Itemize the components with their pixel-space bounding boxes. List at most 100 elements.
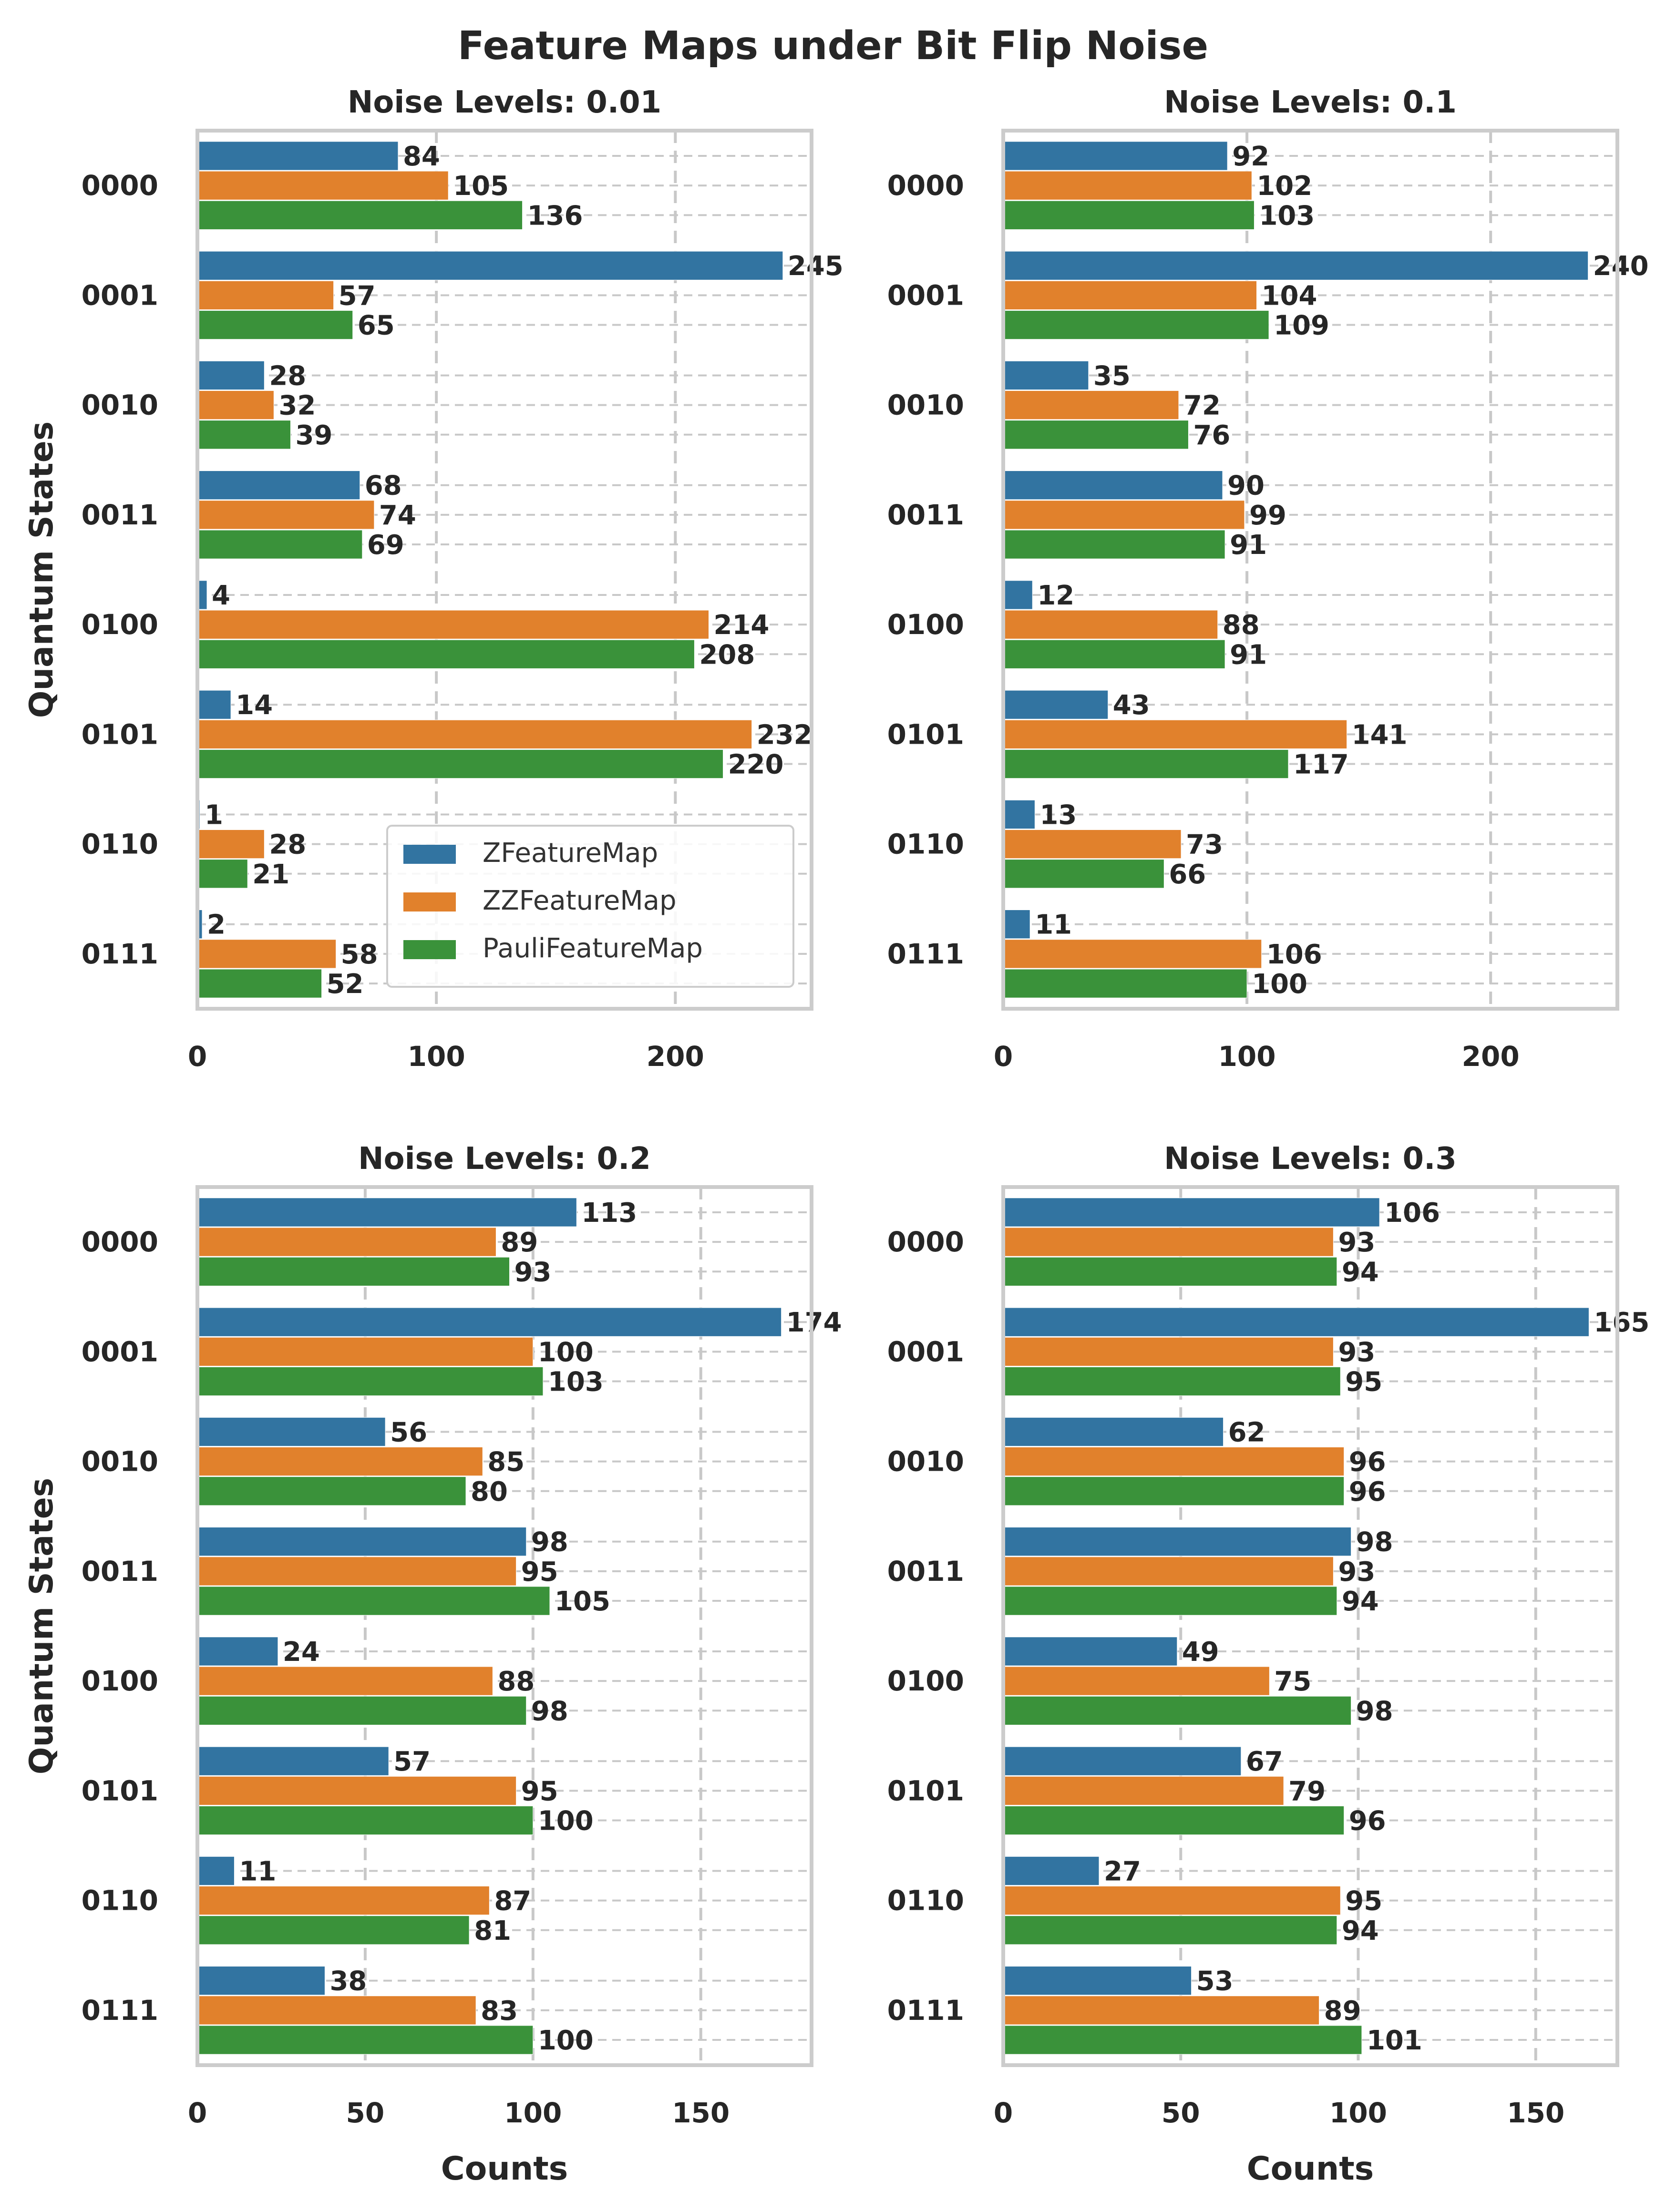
x-tick-label: 200 bbox=[1462, 1040, 1520, 1073]
data-label: 98 bbox=[531, 1696, 568, 1727]
x-tick-label: 0 bbox=[188, 1040, 207, 1073]
bar bbox=[197, 1856, 235, 1886]
data-label: 220 bbox=[728, 749, 784, 780]
bar bbox=[1003, 939, 1262, 969]
y-tick-label: 0010 bbox=[82, 1445, 158, 1478]
data-label: 69 bbox=[367, 530, 404, 561]
figure-title: Feature Maps under Bit Flip Noise bbox=[458, 23, 1208, 69]
y-tick-label: 0101 bbox=[82, 718, 158, 750]
data-label: 11 bbox=[239, 1856, 276, 1887]
bar bbox=[1003, 749, 1289, 779]
x-tick-label: 100 bbox=[408, 1040, 465, 1073]
data-label: 81 bbox=[474, 1915, 511, 1946]
bar bbox=[197, 1227, 496, 1257]
y-tick-label: 0001 bbox=[887, 279, 964, 311]
data-label: 1 bbox=[205, 799, 223, 830]
data-label: 28 bbox=[269, 360, 306, 391]
bar bbox=[197, 1337, 534, 1367]
y-tick-label: 0001 bbox=[82, 1335, 158, 1368]
bar bbox=[1003, 2025, 1362, 2055]
data-label: 95 bbox=[1345, 1367, 1382, 1398]
y-axis-label: Quantum States bbox=[23, 421, 61, 718]
data-label: 136 bbox=[527, 200, 583, 231]
data-label: 96 bbox=[1349, 1476, 1386, 1507]
data-label: 57 bbox=[339, 280, 376, 311]
bar bbox=[1003, 829, 1182, 859]
y-tick-label: 0100 bbox=[82, 608, 158, 641]
data-label: 96 bbox=[1349, 1447, 1386, 1478]
bar bbox=[1003, 910, 1030, 939]
data-label: 100 bbox=[538, 1337, 594, 1368]
y-tick-label: 0111 bbox=[82, 938, 158, 970]
bar bbox=[1003, 1257, 1337, 1286]
x-tick-label: 0 bbox=[994, 2097, 1013, 2129]
data-label: 87 bbox=[494, 1886, 531, 1917]
legend: ZFeatureMap ZZFeatureMap PauliFeatureMap bbox=[386, 825, 794, 988]
bar bbox=[197, 471, 360, 500]
x-tick-label: 100 bbox=[504, 2097, 562, 2129]
bar bbox=[197, 859, 248, 889]
data-label: 95 bbox=[521, 1557, 558, 1587]
bar bbox=[1003, 500, 1245, 530]
data-label: 94 bbox=[1342, 1586, 1379, 1617]
y-tick-label: 0110 bbox=[887, 1884, 964, 1917]
bar bbox=[1003, 141, 1228, 171]
bar bbox=[197, 639, 695, 669]
bar bbox=[197, 1476, 466, 1506]
data-label: 99 bbox=[1249, 500, 1286, 531]
bar bbox=[197, 390, 274, 420]
data-label: 96 bbox=[1349, 1806, 1386, 1837]
legend-box bbox=[386, 825, 794, 988]
x-tick-label: 0 bbox=[994, 1040, 1013, 1073]
bar bbox=[197, 1805, 534, 1835]
bar bbox=[197, 1996, 476, 2025]
data-label: 88 bbox=[1223, 610, 1260, 641]
legend-swatch bbox=[403, 940, 456, 959]
bar bbox=[1003, 280, 1257, 310]
data-label: 75 bbox=[1274, 1666, 1311, 1697]
data-label: 83 bbox=[481, 1996, 518, 2027]
bar bbox=[197, 310, 353, 340]
x-tick-label: 200 bbox=[647, 1040, 704, 1073]
data-label: 93 bbox=[1338, 1227, 1375, 1258]
data-label: 93 bbox=[514, 1257, 552, 1288]
y-tick-label: 0011 bbox=[887, 1555, 964, 1587]
data-label: 103 bbox=[548, 1367, 604, 1398]
y-tick-label: 0111 bbox=[887, 938, 964, 970]
bar bbox=[1003, 639, 1225, 669]
bar bbox=[197, 1307, 782, 1337]
bar bbox=[197, 1746, 389, 1776]
data-label: 208 bbox=[699, 639, 755, 670]
bar bbox=[1003, 200, 1255, 230]
bar bbox=[1003, 799, 1035, 830]
bar bbox=[197, 1366, 544, 1396]
data-label: 109 bbox=[1274, 310, 1329, 341]
y-tick-label: 0011 bbox=[82, 1555, 158, 1587]
bar bbox=[197, 141, 399, 171]
data-label: 80 bbox=[471, 1476, 508, 1507]
panel-3: Noise Levels: 0.211389931741001035685809… bbox=[23, 1141, 842, 2188]
data-label: 88 bbox=[497, 1666, 535, 1697]
panel-title: Noise Levels: 0.3 bbox=[1164, 1141, 1457, 1177]
data-label: 84 bbox=[403, 141, 440, 172]
data-label: 103 bbox=[1259, 200, 1315, 231]
bar bbox=[1003, 1476, 1345, 1506]
bar bbox=[197, 829, 265, 859]
data-label: 53 bbox=[1196, 1966, 1234, 1997]
bar bbox=[1003, 1527, 1352, 1557]
x-tick-label: 150 bbox=[672, 2097, 730, 2129]
y-tick-label: 0100 bbox=[887, 608, 964, 641]
data-label: 113 bbox=[581, 1198, 637, 1229]
data-label: 105 bbox=[555, 1586, 610, 1617]
bar bbox=[197, 719, 752, 749]
data-label: 73 bbox=[1186, 830, 1223, 860]
bar bbox=[1003, 1666, 1270, 1696]
y-tick-label: 0100 bbox=[887, 1665, 964, 1697]
y-tick-label: 0010 bbox=[82, 389, 158, 421]
data-label: 79 bbox=[1288, 1776, 1326, 1807]
data-label: 106 bbox=[1266, 939, 1322, 970]
y-tick-label: 0011 bbox=[82, 499, 158, 531]
panel-title: Noise Levels: 0.1 bbox=[1164, 85, 1457, 120]
data-label: 89 bbox=[501, 1227, 538, 1258]
